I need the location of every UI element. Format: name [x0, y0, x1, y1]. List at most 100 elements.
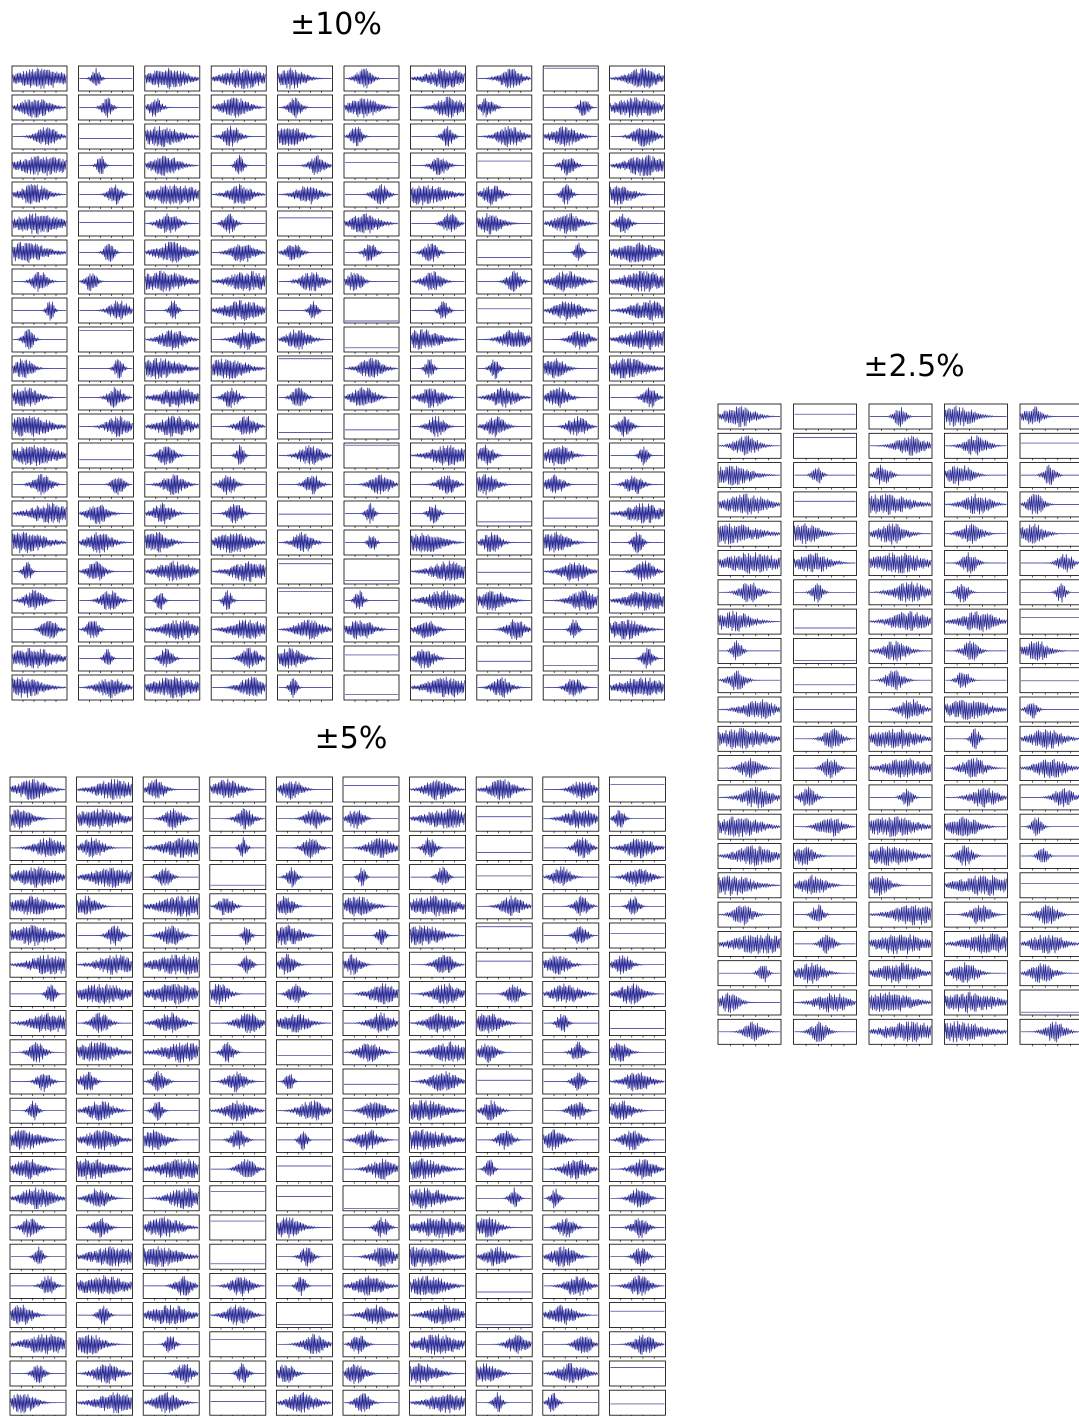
waveform [477, 416, 531, 438]
waveform [610, 810, 665, 828]
panel-frame [793, 491, 857, 518]
waveform [411, 649, 465, 669]
waveform [869, 905, 932, 926]
waveform [411, 560, 465, 582]
waveform [869, 523, 932, 545]
waveform [794, 992, 856, 1013]
panel-frame [78, 326, 134, 353]
waveform [870, 788, 931, 807]
waveform [211, 533, 266, 554]
panel-frame [717, 725, 782, 752]
waveform [945, 465, 1007, 486]
waveform [13, 271, 66, 292]
waveform [13, 127, 67, 146]
panel-frame [209, 1214, 267, 1241]
waveform [794, 758, 856, 779]
panel-frame [209, 864, 267, 890]
waveform [210, 1071, 265, 1093]
waveform [543, 983, 599, 1004]
waveform [543, 474, 598, 494]
panel-frame [277, 210, 334, 237]
waveform [476, 1217, 532, 1238]
panel-frame [542, 65, 599, 92]
waveform [145, 446, 199, 466]
waveform [945, 962, 1007, 983]
waveform [610, 213, 664, 234]
waveform [210, 1362, 265, 1383]
waveform [410, 1187, 465, 1210]
waveform [410, 808, 465, 829]
waveform [79, 300, 133, 320]
waveform [945, 757, 1007, 778]
waveform [212, 676, 266, 697]
waveform [11, 1246, 65, 1265]
panel-frame [542, 500, 599, 527]
waveform [145, 502, 199, 525]
waveform [610, 185, 664, 205]
waveform [11, 1041, 65, 1063]
waveform [211, 244, 266, 263]
waveform [945, 875, 1007, 897]
waveform [13, 473, 67, 496]
waveform [610, 647, 664, 669]
waveform [411, 96, 465, 119]
waveform [77, 1334, 132, 1355]
group-title: ±2.5% [863, 349, 964, 384]
waveform [210, 983, 265, 1005]
panel-frame [343, 645, 400, 672]
waveform [610, 416, 664, 438]
waveform [1021, 1021, 1079, 1043]
waveform [12, 647, 67, 669]
waveform [543, 809, 599, 829]
waveform [10, 866, 66, 888]
waveform [10, 924, 66, 947]
waveform [345, 244, 398, 262]
waveform [794, 467, 856, 484]
waveform [411, 157, 465, 176]
waveform [1021, 553, 1079, 573]
waveform [1020, 406, 1079, 425]
panel-frame [476, 297, 533, 324]
waveform [477, 329, 532, 348]
waveform [143, 925, 199, 946]
panel-frame [793, 403, 857, 430]
waveform [410, 837, 465, 858]
waveform [610, 955, 665, 975]
waveform [477, 1392, 532, 1413]
waveform [719, 582, 780, 603]
waveform [12, 676, 67, 698]
waveform [13, 328, 66, 350]
panel-frame [717, 696, 782, 723]
waveform [794, 874, 856, 895]
waveform [477, 984, 532, 1003]
waveform [344, 386, 398, 406]
panel-frame [542, 645, 599, 672]
waveform [145, 300, 199, 320]
waveform [945, 583, 1007, 603]
waveform [344, 213, 399, 234]
panel-frame [343, 297, 400, 324]
panel-frame [343, 442, 400, 469]
waveform [344, 1012, 399, 1033]
waveform [277, 1131, 332, 1151]
waveform [212, 328, 266, 351]
panel-frame [476, 558, 533, 585]
panel-frame [476, 152, 533, 179]
waveform [212, 415, 266, 435]
panel-frame [275, 1302, 333, 1328]
waveform [12, 502, 67, 524]
waveform [144, 1336, 199, 1353]
waveform [212, 590, 266, 610]
waveform [543, 1188, 598, 1209]
waveform [610, 503, 664, 524]
waveform [410, 1246, 465, 1268]
waveform [277, 924, 332, 946]
waveform [610, 1188, 665, 1208]
waveform [79, 590, 133, 610]
waveform [143, 895, 199, 917]
waveform [544, 242, 598, 261]
waveform [794, 934, 856, 954]
waveform [869, 552, 932, 574]
waveform [610, 358, 664, 379]
waveform [77, 925, 132, 946]
